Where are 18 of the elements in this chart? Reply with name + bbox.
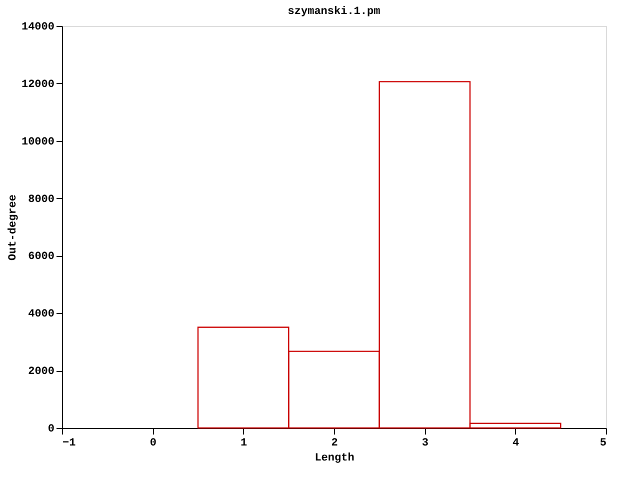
y-tick-label: 4000 <box>28 308 54 321</box>
x-tick-label: 4 <box>512 438 520 450</box>
y-tick-label: 14000 <box>21 22 54 34</box>
chart-title: szymanski.1.pm <box>288 6 381 18</box>
y-tick-label: 12000 <box>21 78 54 91</box>
x-tick-label: 2 <box>331 438 338 450</box>
x-tick-label: 5 <box>600 438 607 450</box>
x-axis-title: Length <box>314 452 354 464</box>
x-tick-label: 3 <box>422 438 429 450</box>
x-tick-label: 0 <box>150 438 156 450</box>
y-tick-label: 2000 <box>28 366 54 378</box>
y-tick-label: 10000 <box>21 136 54 148</box>
y-tick-label: 6000 <box>28 251 54 264</box>
y-tick-label: 8000 <box>28 194 54 206</box>
y-axis-title: Out-degree <box>7 194 20 261</box>
x-tick-label: 1 <box>240 438 248 450</box>
y-tick-label: 0 <box>48 424 54 436</box>
x-tick-label: −1 <box>62 438 76 450</box>
